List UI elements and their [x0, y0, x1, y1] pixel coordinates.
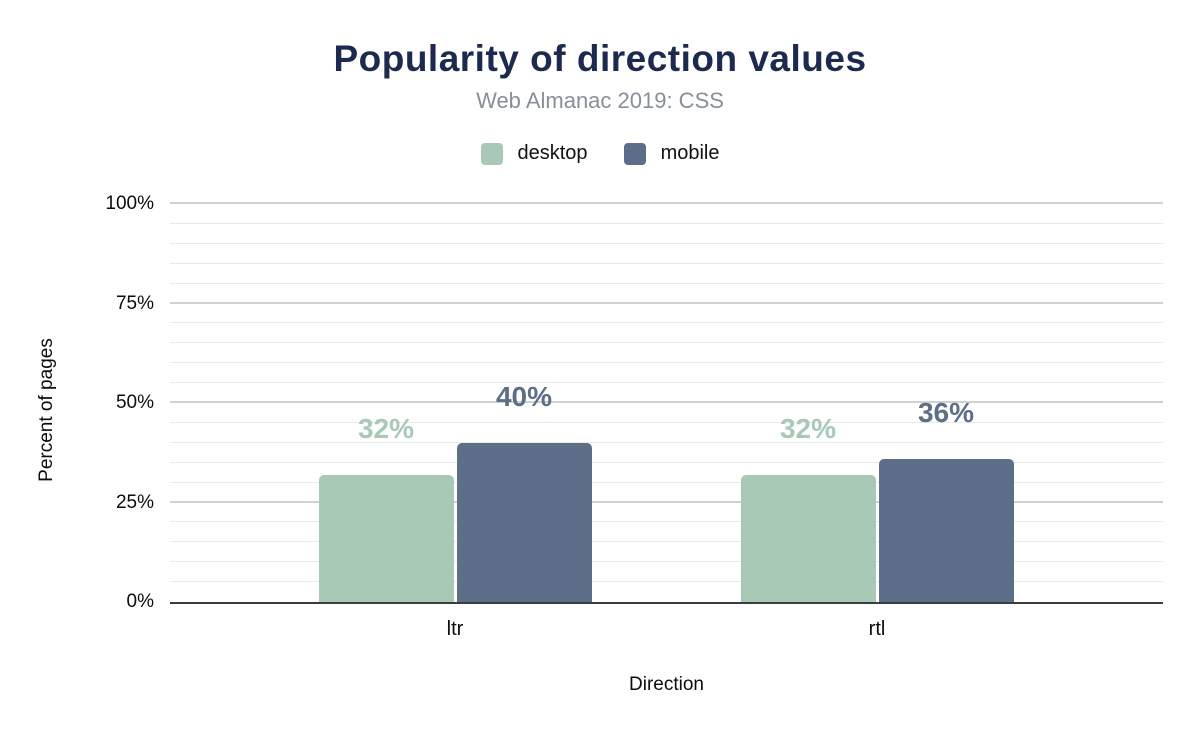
- y-tick-label: 25%: [115, 491, 154, 513]
- y-tick-label: 50%: [115, 392, 154, 413]
- x-tick-label-rtl: rtl: [868, 618, 886, 640]
- legend-label-desktop: desktop: [517, 142, 588, 164]
- gridline: [170, 362, 1163, 364]
- gridline: [170, 441, 1163, 443]
- bar-group-rtl: 32% 36%: [740, 204, 1014, 602]
- value-label-mobile-rtl: 36%: [917, 396, 975, 428]
- gridline: [170, 401, 1163, 403]
- value-label-desktop-rtl: 32%: [779, 412, 837, 444]
- gridline: [170, 481, 1163, 483]
- bar-slot-desktop-ltr: 32%: [318, 204, 454, 602]
- gridline: [170, 581, 1163, 583]
- bar-mobile-rtl: [878, 458, 1014, 602]
- value-label-mobile-ltr: 40%: [495, 380, 553, 412]
- bar-slot-mobile-rtl: 36%: [878, 204, 1014, 602]
- value-label-desktop-ltr: 32%: [357, 412, 415, 444]
- bar-desktop-ltr: [318, 474, 454, 602]
- gridline: [170, 421, 1163, 423]
- gridline: [170, 242, 1163, 244]
- gridline: [170, 461, 1163, 463]
- y-tick-label: 100%: [105, 193, 154, 214]
- bar-mobile-ltr: [456, 442, 592, 602]
- chart-subtitle: Web Almanac 2019: CSS: [476, 88, 724, 113]
- x-tick-label-ltr: ltr: [446, 618, 464, 640]
- bar-desktop-rtl: [740, 474, 876, 602]
- gridline: [170, 322, 1163, 324]
- plot-area: Direction 0% 25% 50% 75% 100% 32% 40% ltr 32% 36%…: [105, 193, 1163, 695]
- y-tick-label: 75%: [115, 292, 154, 314]
- gridline: [170, 342, 1163, 344]
- y-tick-label: 0%: [126, 591, 154, 612]
- y-axis-title: Percent of pages: [36, 338, 57, 482]
- bar-slot-desktop-rtl: 32%: [740, 204, 876, 602]
- legend-item-desktop: desktop: [480, 142, 588, 165]
- chart-title: Popularity of direction values: [333, 38, 867, 79]
- bar-group-ltr: 32% 40%: [318, 204, 592, 602]
- gridline: [170, 541, 1163, 543]
- legend: desktop mobile: [0, 142, 1200, 165]
- bar-slot-mobile-ltr: 40%: [456, 204, 592, 602]
- gridline: [170, 382, 1163, 384]
- gridline: [170, 521, 1163, 523]
- gridline: [170, 282, 1163, 284]
- legend-swatch-mobile-icon: [623, 142, 646, 165]
- legend-label-mobile: mobile: [660, 142, 720, 164]
- gridline: [170, 262, 1163, 264]
- gridline: [170, 500, 1163, 503]
- legend-swatch-desktop-icon: [480, 142, 503, 165]
- gridline: [170, 222, 1163, 224]
- x-axis-title: Direction: [629, 674, 704, 695]
- legend-item-mobile: mobile: [623, 142, 720, 165]
- gridline: [170, 561, 1163, 563]
- gridline: [170, 202, 1163, 204]
- gridline: [170, 301, 1163, 304]
